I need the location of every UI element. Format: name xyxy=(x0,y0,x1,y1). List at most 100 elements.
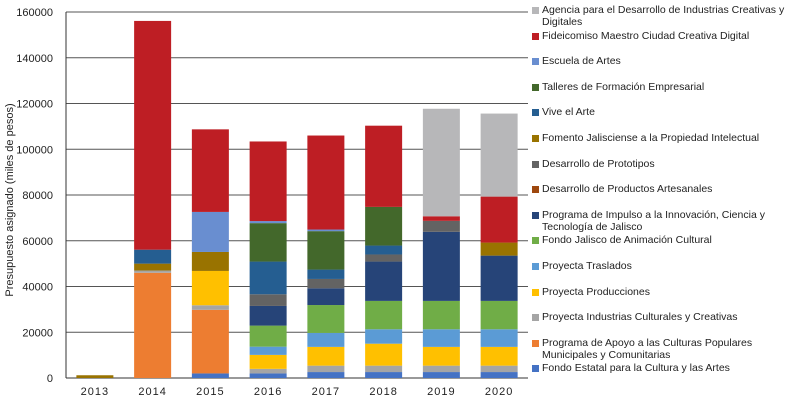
bar-segment xyxy=(365,206,403,246)
y-tick-label: 160000 xyxy=(16,7,53,19)
bar-segment xyxy=(307,278,345,289)
legend-label: Proyecta Traslados xyxy=(542,260,632,272)
legend-label: Escuela de Artes xyxy=(542,55,621,68)
bar-segment xyxy=(480,365,518,373)
legend-item: Programa de Impulso a la Innovación, Cie… xyxy=(532,209,800,233)
y-tick-label: 120000 xyxy=(16,99,53,111)
legend-item: Proyecta Industrias Culturales y Creativ… xyxy=(532,311,800,323)
bar-segment xyxy=(365,343,403,366)
legend-swatch xyxy=(532,237,539,245)
bar-segment xyxy=(365,261,403,301)
bar-segment xyxy=(249,261,287,295)
bar-segment xyxy=(422,329,460,347)
bar-segment xyxy=(307,269,345,279)
bar-segment xyxy=(134,249,172,264)
bar-segment xyxy=(422,108,460,217)
bar-segment xyxy=(191,129,229,212)
bar-segment xyxy=(365,365,403,373)
bar-segment xyxy=(307,231,345,270)
legend-swatch xyxy=(532,263,539,270)
bar-segment xyxy=(480,300,518,330)
legend-swatch xyxy=(532,109,539,117)
legend-swatch xyxy=(532,339,539,347)
legend-item: Fideicomiso Maestro Ciudad Creativa Digi… xyxy=(532,30,800,42)
bar-segment xyxy=(307,305,345,333)
x-tick-label: 2017 xyxy=(312,386,340,398)
legend-item: Desarrollo de Prototipos xyxy=(532,158,800,170)
bar-segment xyxy=(365,372,403,378)
bar-segment xyxy=(249,373,287,378)
legend-label: Proyecta Industrias Culturales y Creativ… xyxy=(542,311,738,324)
bar-segment xyxy=(249,221,287,224)
legend-label: Fomento Jalisciense a la Propiedad Intel… xyxy=(542,132,760,144)
bar-segment xyxy=(191,305,229,310)
bar-segment xyxy=(480,372,518,378)
bar-segment xyxy=(422,372,460,378)
legend-label: Fondo Estatal para la Cultura y las Arte… xyxy=(542,362,730,375)
y-tick-label: 40000 xyxy=(22,282,53,294)
bar-segment xyxy=(422,220,460,232)
legend-item: Programa de Apoyo a las Culturas Popular… xyxy=(532,337,800,361)
bars xyxy=(76,20,518,378)
bar-segment xyxy=(134,270,172,273)
bar-segment xyxy=(422,231,460,301)
bar-segment xyxy=(365,125,403,207)
legend-label: Programa de Apoyo a las Culturas Popular… xyxy=(542,336,753,361)
bar-segment xyxy=(249,368,287,374)
bar-segment xyxy=(249,325,287,347)
bar-segment xyxy=(307,332,345,347)
bar-segment xyxy=(191,270,229,306)
legend-label: Agencia para el Desarrollo de Industrias… xyxy=(542,4,785,28)
bar-segment xyxy=(480,196,518,243)
legend-swatch xyxy=(532,186,539,194)
bar-segment xyxy=(365,329,403,344)
bar-segment xyxy=(422,365,460,373)
bar-segment xyxy=(480,113,518,197)
bar-segment xyxy=(134,20,172,250)
legend-swatch xyxy=(532,83,539,91)
y-axis-ticks: 0 20000 40000 60000 80000 100000 120000 140000 1… xyxy=(16,7,53,385)
legend-swatch xyxy=(532,58,539,66)
legend-swatch xyxy=(532,365,539,373)
bar-segment xyxy=(249,346,287,355)
bar-segment xyxy=(307,365,345,373)
bar-segment xyxy=(249,294,287,306)
legend-item: Agencia para el Desarrollo de Industrias… xyxy=(532,4,800,28)
bar-segment xyxy=(480,255,518,301)
legend-label: Proyecta Producciones xyxy=(542,285,650,298)
legend-label: Talleres de Formación Empresarial xyxy=(542,80,705,93)
legend-item: Fondo Estatal para la Cultura y las Arte… xyxy=(532,362,800,374)
bar-segment xyxy=(480,329,518,347)
legend-swatch xyxy=(532,135,539,142)
bar-segment xyxy=(365,254,403,262)
bar-segment xyxy=(365,245,403,255)
legend-item: Fomento Jalisciense a la Propiedad Intel… xyxy=(532,132,800,144)
legend-swatch xyxy=(532,314,539,322)
bar-segment xyxy=(191,309,229,374)
bar-segment xyxy=(249,223,287,262)
x-tick-label: 2019 xyxy=(427,386,455,398)
x-tick-label: 2016 xyxy=(254,386,282,398)
legend-item: Vive el Arte xyxy=(532,106,800,118)
bar-segment xyxy=(249,354,287,369)
legend-item: Proyecta Traslados xyxy=(532,260,800,272)
bar-segment xyxy=(134,272,172,378)
bar-segment xyxy=(307,229,345,232)
y-tick-label: 20000 xyxy=(22,327,53,339)
x-tick-label: 2014 xyxy=(138,386,166,398)
x-axis-ticks: 2013 2014 2015 2016 2017 2018 2019 2020 xyxy=(81,386,513,398)
bar-segment xyxy=(307,135,345,230)
legend-label: Vive el Arte xyxy=(542,106,595,119)
y-tick-label: 140000 xyxy=(16,53,53,65)
y-tick-label: 80000 xyxy=(22,190,53,202)
x-tick-label: 2020 xyxy=(485,386,513,398)
bar-segment xyxy=(307,372,345,378)
legend-item: Desarrollo de Productos Artesanales xyxy=(532,183,800,195)
legend-swatch xyxy=(532,211,539,219)
x-tick-label: 2013 xyxy=(81,386,109,398)
legend-item: Talleres de Formación Empresarial xyxy=(532,81,800,93)
legend-item: Fondo Jalisco de Animación Cultural xyxy=(532,234,800,246)
bar-segment xyxy=(480,346,518,366)
legend-item: Escuela de Artes xyxy=(532,55,800,67)
